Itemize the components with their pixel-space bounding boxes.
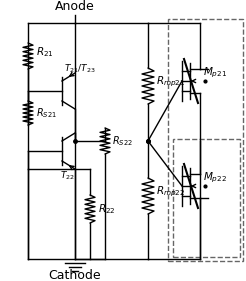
Text: $R_{22}$: $R_{22}$ [98,202,116,216]
Text: $R_{S21}$: $R_{S21}$ [36,106,57,120]
Text: $T_{21}$$/$$T_{23}$: $T_{21}$$/$$T_{23}$ [64,62,96,75]
Text: Cathode: Cathode [49,269,101,281]
Text: $R_{mp22}$: $R_{mp22}$ [156,185,185,199]
Text: $R_{S22}$: $R_{S22}$ [112,134,133,148]
Text: $R_{mp21}$: $R_{mp21}$ [156,75,185,89]
Text: $T_{22}$: $T_{22}$ [60,169,75,182]
Text: Anode: Anode [55,0,95,13]
Text: $M_{p21}$: $M_{p21}$ [203,66,227,80]
Text: $M_{p22}$: $M_{p22}$ [203,171,227,185]
Text: $R_{21}$: $R_{21}$ [36,45,54,59]
